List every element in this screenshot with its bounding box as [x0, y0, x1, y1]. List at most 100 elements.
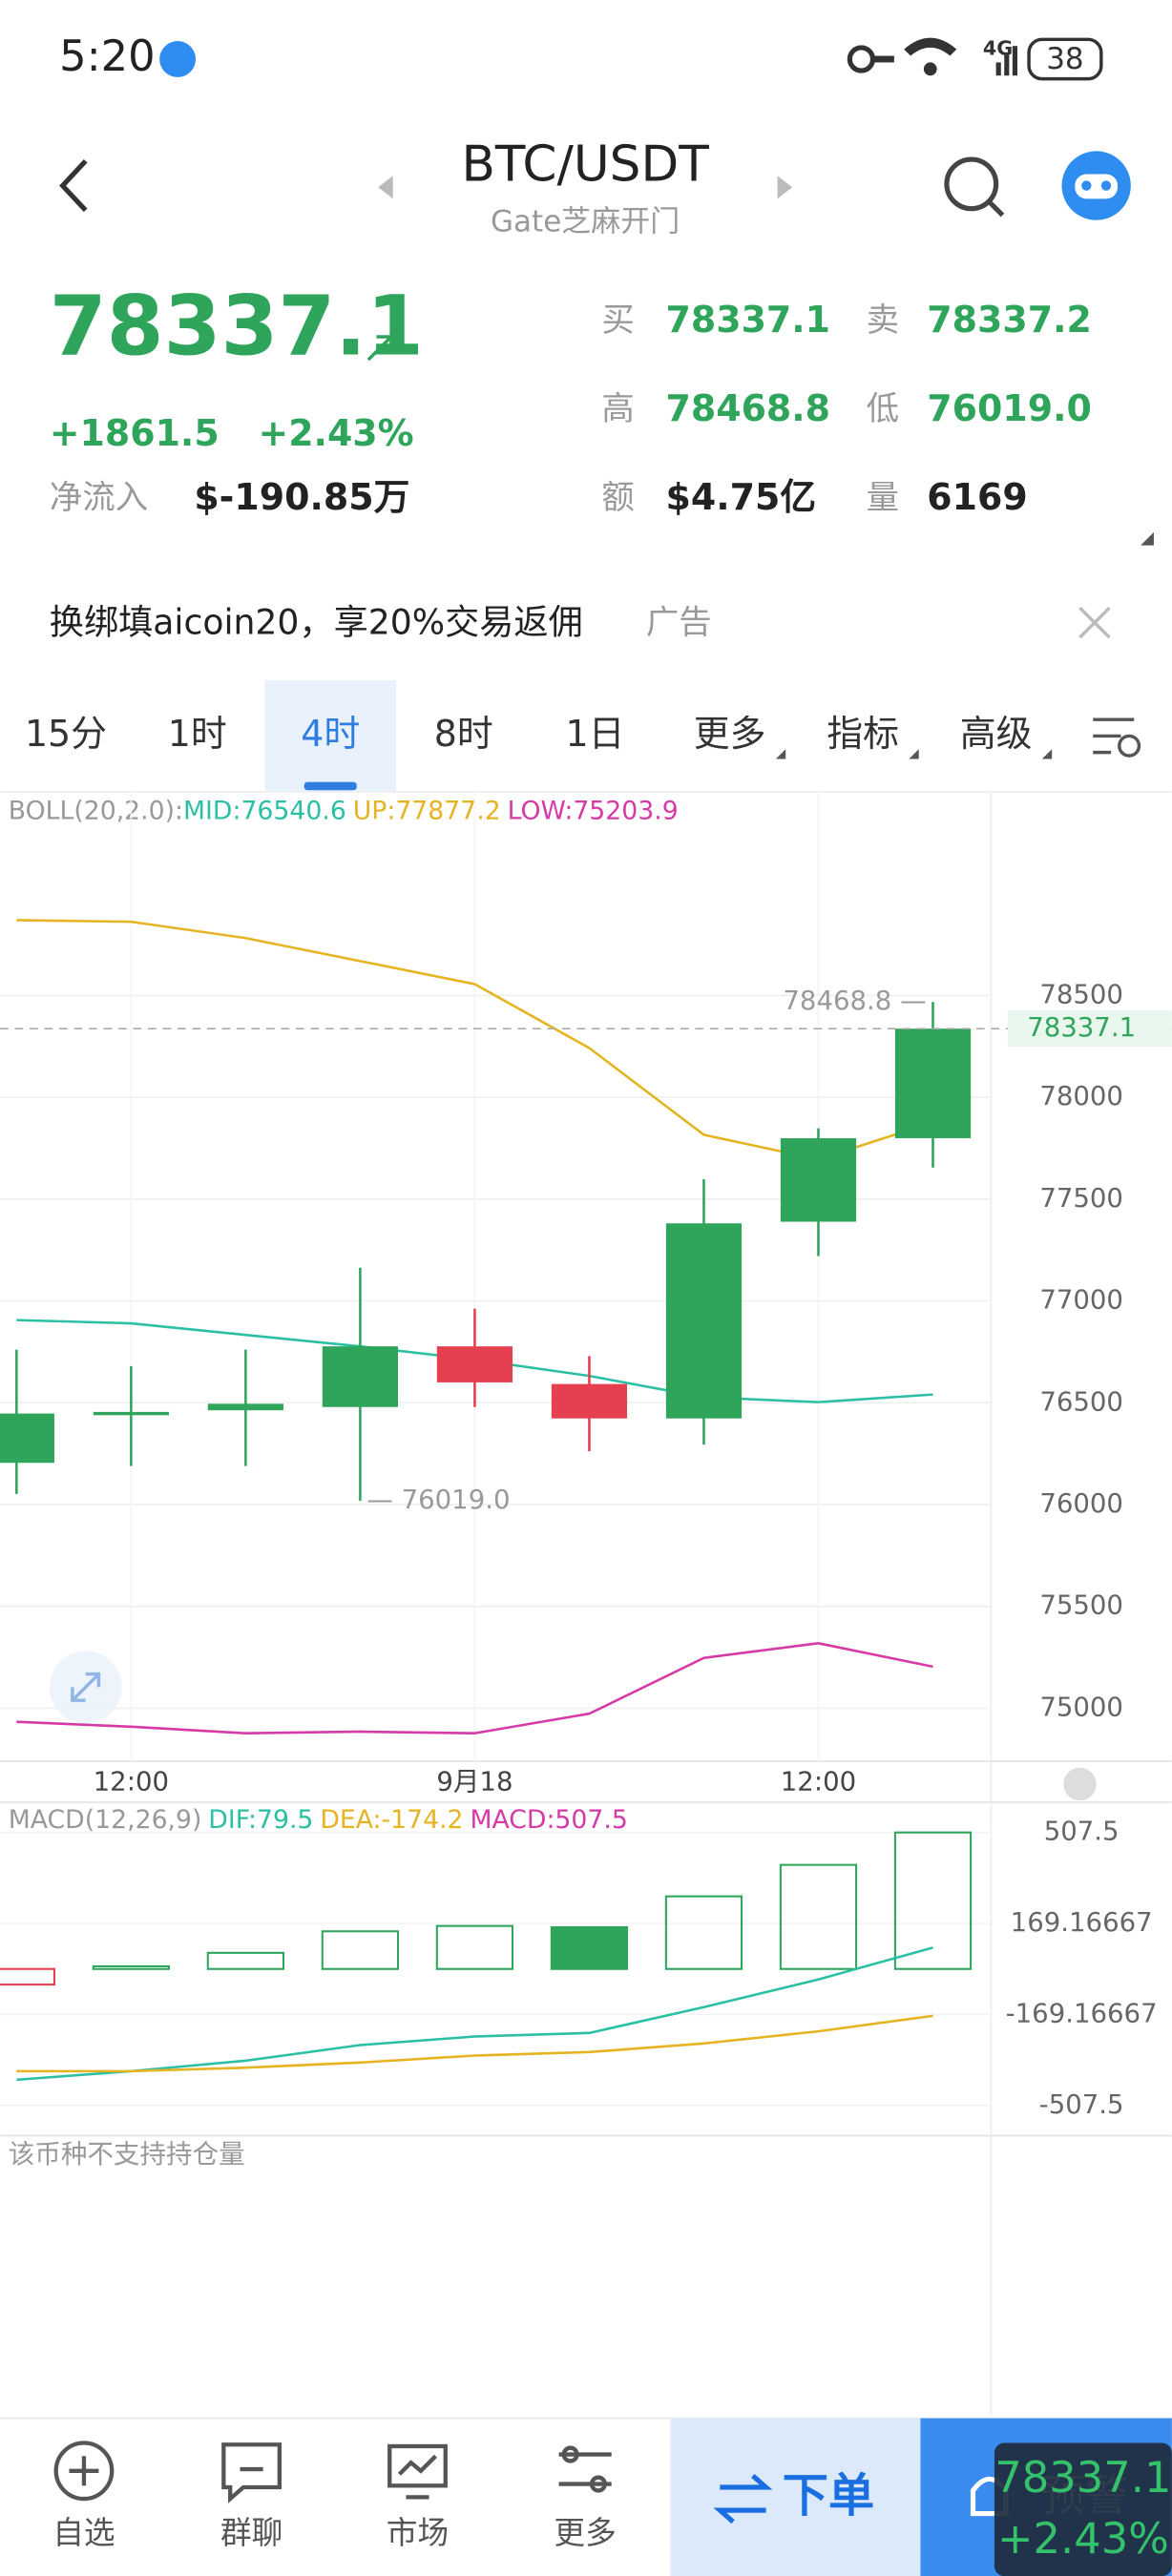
status-icons: 4G 38 [847, 37, 1103, 81]
expand-corner[interactable] [1141, 531, 1154, 546]
nav-label[interactable]: 自选 [52, 2515, 115, 2551]
tab[interactable]: 4时 [301, 713, 360, 755]
ad-text[interactable]: 换绑填aicoin20，享20%交易返佣 [50, 601, 583, 642]
pair-title: BTC/USDT [461, 136, 709, 194]
macd-tick-label: -507.5 [1039, 2089, 1124, 2120]
tab-bar: 15分 1时 4时 8时 1日 更多 指标 高级 [25, 679, 1053, 792]
candle-body [0, 1413, 54, 1464]
ad-close[interactable] [1078, 606, 1111, 639]
up-arrow [366, 335, 393, 362]
tab-active-bg [264, 679, 397, 792]
candle-body [436, 1346, 513, 1382]
chart-settings[interactable] [1093, 717, 1141, 758]
macd-bar [779, 1863, 858, 1970]
boll-name: BOLL(20,2.0): [9, 796, 183, 825]
amount: $4.75亿 [666, 476, 817, 518]
sell: 78337.2 [927, 299, 1092, 341]
x-tick-label: 9月18 [436, 1766, 513, 1797]
nav-icons [53, 2441, 612, 2503]
boll-up: UP:77877.2 [353, 796, 501, 825]
macd-bar [893, 1831, 973, 1970]
app-badge [159, 41, 197, 77]
macd-legend: MACD(12,26,9) DIF:79.5 DEA:-174.2 MACD:507.… [9, 1804, 628, 1834]
float-price: 78337.1 [994, 2452, 1171, 2503]
fullscreen-button[interactable] [49, 1651, 122, 1724]
volume-label: 量 [867, 479, 899, 517]
candle-body [93, 1411, 169, 1416]
prev-pair[interactable] [378, 176, 393, 199]
candle-body [207, 1403, 283, 1411]
y-tick-label: 78500 [1039, 979, 1123, 1009]
network: 4G [983, 37, 1013, 60]
tab[interactable]: 15分 [25, 713, 107, 755]
macd-tick-label: -169.16667 [1006, 1998, 1158, 2028]
tab[interactable]: 更多 [694, 713, 766, 755]
current-price-tag [1007, 1010, 1172, 1048]
macd-dea: DEA:-174.2 [320, 1804, 463, 1834]
y-tick-label: 77000 [1039, 1285, 1123, 1316]
search-button[interactable] [944, 156, 1005, 218]
boll-line [16, 919, 933, 1161]
y-tick-label: 75000 [1039, 1692, 1123, 1722]
buy: 78337.1 [666, 299, 831, 341]
volume: 6169 [927, 476, 1027, 518]
high-label: 高 [601, 390, 634, 428]
tab[interactable]: 1日 [565, 713, 624, 755]
macd-tick-label: 169.16667 [1011, 1907, 1153, 1938]
order-button[interactable] [670, 2418, 921, 2576]
macd-dif: DIF:79.5 [208, 1804, 313, 1834]
macd-bar [92, 1964, 171, 1970]
clock: 5:20 [59, 31, 156, 81]
change-pct: +2.43% [258, 412, 413, 454]
swap-icon [713, 2474, 773, 2524]
y-tick-label: 76500 [1039, 1386, 1123, 1417]
nav-label[interactable]: 市场 [387, 2515, 449, 2551]
tab[interactable]: 指标 [827, 713, 899, 755]
macd-tick-label: 507.5 [1044, 1817, 1120, 1847]
ad-bar [0, 567, 1172, 679]
candle-body [665, 1223, 743, 1419]
high-note: 78468.8 — [783, 986, 926, 1016]
macd-line [16, 1946, 933, 2082]
macd-bar [664, 1895, 743, 1970]
candle-body [322, 1346, 399, 1407]
boll-line [16, 1642, 933, 1735]
x-tick-label: 12:00 [94, 1766, 169, 1797]
float-ticker[interactable] [994, 2442, 1172, 2576]
boll-low: LOW:75203.9 [508, 796, 679, 825]
avatar[interactable] [1061, 151, 1131, 220]
tab[interactable]: 8时 [434, 713, 493, 755]
tab[interactable]: 高级 [960, 713, 1033, 755]
low-note: — 76019.0 [366, 1485, 510, 1515]
amount-label: 额 [601, 479, 634, 517]
current-price-label: 78337.1 [1027, 1012, 1136, 1043]
macd-bar [0, 1967, 55, 1986]
tab[interactable]: 1时 [168, 713, 227, 755]
order-label[interactable]: 下单 [783, 2469, 874, 2523]
nav-label[interactable]: 更多 [554, 2515, 616, 2551]
tab-caret [1041, 749, 1053, 759]
inflow: $-190.85万 [194, 476, 409, 518]
macd-line [16, 2014, 933, 2073]
low: 76019.0 [927, 387, 1092, 429]
tab-indicator [303, 781, 357, 791]
macd-bar [435, 1924, 514, 1970]
boll-mid: MID:76540.6 [183, 796, 346, 825]
boll-legend: BOLL(20,2.0):MID:76540.6 UP:77877.2 LOW:75… [9, 796, 679, 825]
tab-caret [775, 749, 786, 759]
macd-name: MACD(12,26,9) [9, 1804, 202, 1834]
sell-label: 卖 [867, 301, 899, 340]
buy-label: 买 [601, 301, 634, 340]
candle-body [894, 1028, 972, 1139]
battery: 38 [1046, 42, 1083, 76]
nav-label[interactable]: 群聊 [220, 2515, 283, 2551]
ad-tag: 广告 [646, 604, 712, 642]
y-tick-label: 76000 [1039, 1488, 1123, 1519]
y-tick-label: 75500 [1039, 1590, 1123, 1621]
candle-body [551, 1383, 628, 1419]
back-button[interactable] [59, 158, 88, 213]
next-pair[interactable] [777, 176, 793, 199]
position-note: 该币种不支持持仓量 [9, 2139, 245, 2170]
